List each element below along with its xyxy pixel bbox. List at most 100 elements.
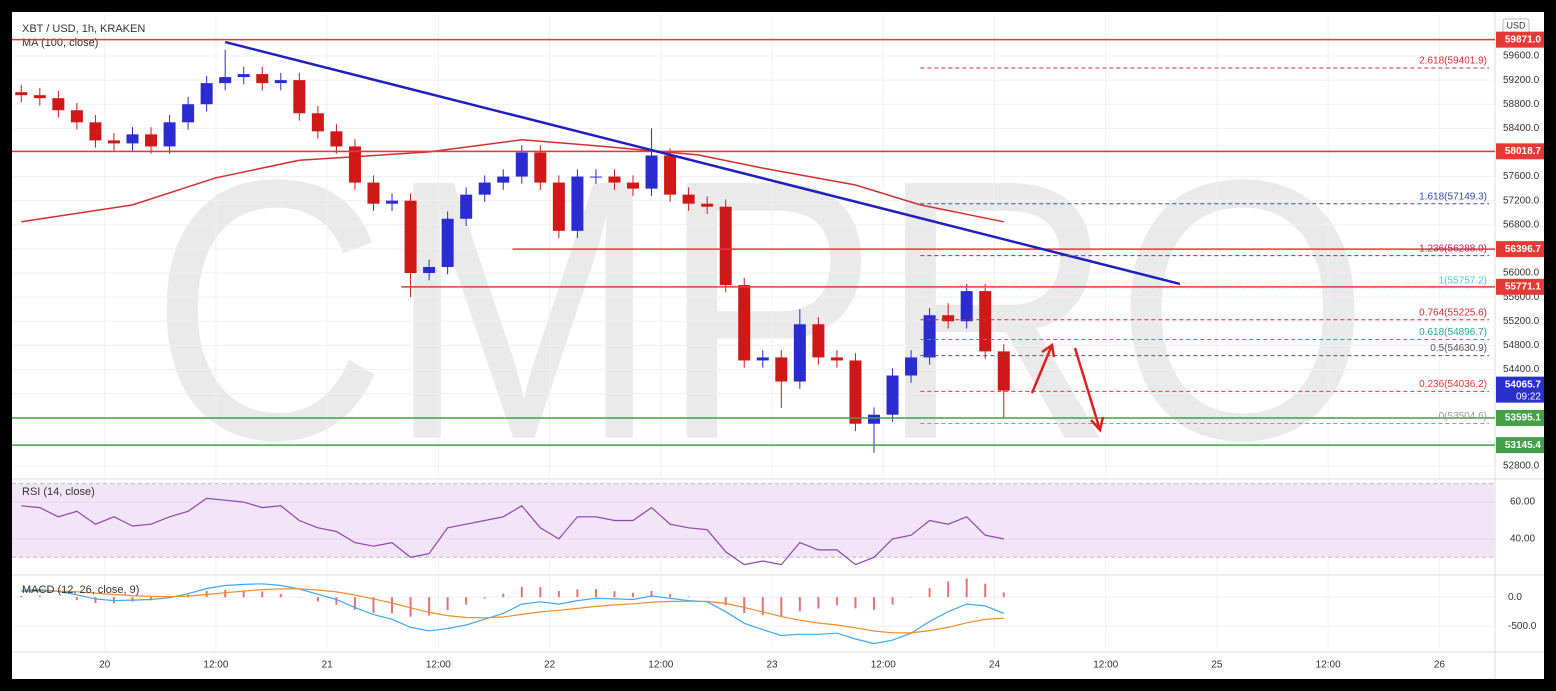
candle-body <box>107 140 120 144</box>
y-tick-label: 58400.0 <box>1503 123 1540 134</box>
candle-body <box>52 98 65 111</box>
candle-body <box>441 218 454 267</box>
level-label: 55771.1 <box>1505 281 1542 292</box>
candle-body <box>627 182 640 189</box>
fib-label: 2.618(59401.9) <box>1419 56 1487 67</box>
macd-histogram-bar <box>798 597 801 612</box>
level-tag <box>1496 278 1544 295</box>
macd-histogram-bar <box>817 597 820 609</box>
macd-histogram-bar <box>557 590 560 598</box>
watermark: CMPRO <box>150 104 1370 517</box>
candle-body <box>274 80 287 84</box>
rsi-tick-label: 40.00 <box>1510 534 1535 545</box>
macd-histogram-bar <box>428 597 431 616</box>
macd-histogram-bar <box>316 597 319 602</box>
ma-line <box>21 139 1004 223</box>
macd-histogram-bar <box>576 589 579 598</box>
last-price-tag <box>1496 376 1544 403</box>
macd-tick-label: 0.0 <box>1508 592 1522 603</box>
fib-label: 0.5(54630.9) <box>1430 343 1487 354</box>
candle-body <box>126 134 139 144</box>
macd-histogram-bar <box>984 583 987 598</box>
candle-body <box>923 315 936 358</box>
rsi-band <box>12 483 1495 558</box>
level-label: 58018.7 <box>1505 146 1542 157</box>
macd-histogram-bar <box>891 597 894 605</box>
macd-histogram-bar <box>465 597 468 605</box>
candle-body <box>70 110 83 123</box>
candle-body <box>256 74 269 84</box>
macd-histogram-bar <box>928 588 931 598</box>
candle-body <box>830 357 843 361</box>
candle-body <box>293 80 306 114</box>
macd-histogram-bar <box>780 597 783 617</box>
candle-body <box>534 152 547 183</box>
candle-body <box>867 414 880 424</box>
candle-body <box>200 83 213 105</box>
macd-histogram-bar <box>20 596 23 598</box>
macd-histogram-bar <box>947 581 950 598</box>
macd-histogram-bar <box>75 597 78 601</box>
candle-body <box>701 203 714 207</box>
macd-histogram-bar <box>965 578 968 598</box>
y-tick-label: 55200.0 <box>1503 316 1540 327</box>
level-tag <box>1496 143 1544 160</box>
candle-body <box>311 113 324 132</box>
rsi-label: RSI (14, close) <box>22 486 95 498</box>
macd-histogram-bar <box>391 597 394 614</box>
candle-body <box>348 146 361 183</box>
macd-histogram-bar <box>854 597 857 609</box>
macd-histogram-bar <box>743 597 746 614</box>
x-tick-label: 12:00 <box>1093 660 1118 671</box>
candle-body <box>979 291 992 352</box>
level-label: 59871.0 <box>1505 34 1542 45</box>
y-tick-label: 59600.0 <box>1503 51 1540 62</box>
macd-histogram-bar <box>650 590 653 598</box>
last-price-label: 54065.7 <box>1505 379 1542 390</box>
fib-label: 0.236(54036.2) <box>1419 379 1487 390</box>
candle-body <box>812 324 825 358</box>
macd-histogram-bar <box>94 597 97 603</box>
macd-histogram-bar <box>872 597 875 610</box>
y-tick-label: 59200.0 <box>1503 75 1540 86</box>
x-tick-label: 22 <box>544 660 556 671</box>
candle-body <box>664 155 677 195</box>
candle-body <box>423 266 436 274</box>
candle-body <box>478 182 491 195</box>
macd-histogram-bar <box>224 589 227 598</box>
arrow-up <box>1030 342 1056 394</box>
macd-histogram-bar <box>502 593 505 598</box>
candle-body <box>849 360 862 424</box>
y-tick-label: 56000.0 <box>1503 268 1540 279</box>
arrow-down <box>1073 347 1105 433</box>
candle-body <box>497 176 510 183</box>
candle-body <box>145 134 158 147</box>
candle-body <box>738 285 751 361</box>
candle-body <box>515 152 528 177</box>
candle-body <box>552 182 565 231</box>
macd-histogram-bar <box>242 590 245 598</box>
y-tick-label: 56800.0 <box>1503 219 1540 230</box>
candle-body <box>367 182 380 204</box>
x-tick-label: 24 <box>989 660 1001 671</box>
level-label: 53145.4 <box>1505 440 1542 451</box>
x-tick-label: 21 <box>322 660 334 671</box>
currency: USD <box>1506 20 1526 30</box>
candle-body <box>163 122 176 147</box>
x-tick-label: 25 <box>1211 660 1223 671</box>
level-tag <box>1496 437 1544 454</box>
fib-label: 0.618(54896.7) <box>1419 327 1487 338</box>
candle-body <box>33 95 46 99</box>
candle-body <box>997 351 1010 391</box>
candle-body <box>793 324 806 382</box>
fib-label: 1.618(57149.3) <box>1419 191 1487 202</box>
candle-body <box>386 200 399 204</box>
x-tick-label: 12:00 <box>203 660 228 671</box>
candle-body <box>182 104 195 123</box>
macd-tick-label: -500.0 <box>1508 621 1537 632</box>
candle-body <box>645 155 658 189</box>
ma-label: MA (100, close) <box>22 37 98 49</box>
macd-label: MACD (12, 26, close, 9) <box>22 584 139 596</box>
level-tag <box>1496 410 1544 427</box>
candle-body <box>237 74 250 78</box>
